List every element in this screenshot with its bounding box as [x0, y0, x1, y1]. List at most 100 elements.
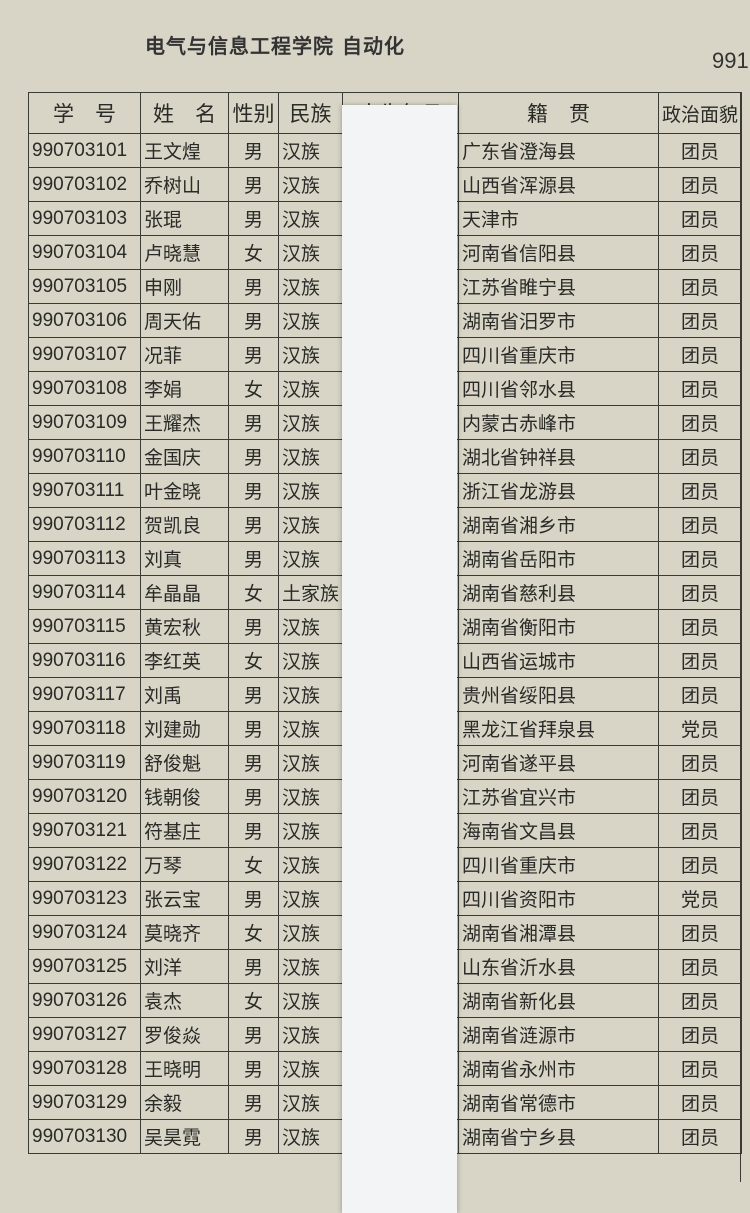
political-status-cell: 团员: [658, 133, 743, 168]
political-status-cell: 团员: [658, 541, 743, 576]
ethnicity-cell: 汉族: [277, 371, 344, 406]
student-id-cell: 990703121: [28, 813, 141, 848]
student-id-cell: 990703107: [28, 337, 141, 372]
ethnicity-cell: 汉族: [277, 167, 344, 202]
student-name-cell: 申刚: [140, 269, 229, 304]
column-header-name: 姓 名: [140, 92, 229, 134]
table-row: 990703105 申刚男汉族 江苏省睢宁县 团员: [28, 269, 743, 304]
student-id-cell: 990703106: [28, 303, 141, 338]
ethnicity-cell: 汉族: [277, 201, 344, 236]
native-place-cell: 四川省资阳市: [458, 881, 660, 916]
student-name-cell: 周天佑: [140, 303, 229, 338]
clipped-next-column: [740, 92, 750, 1182]
student-name-cell: 况菲: [140, 337, 229, 372]
gender-cell: 女: [228, 575, 279, 610]
ethnicity-cell: 土家族: [277, 575, 344, 610]
student-name-cell: 刘真: [140, 541, 229, 576]
political-status-cell: 团员: [658, 779, 743, 814]
student-id-cell: 990703105: [28, 269, 141, 304]
student-id-cell: 990703112: [28, 507, 141, 542]
ethnicity-cell: 汉族: [277, 915, 344, 950]
gender-cell: 女: [228, 983, 279, 1018]
political-status-cell: 团员: [658, 575, 743, 610]
native-place-cell: 贵州省绥阳县: [458, 677, 660, 712]
student-id-cell: 990703124: [28, 915, 141, 950]
political-status-cell: 团员: [658, 847, 743, 882]
native-place-cell: 湖南省衡阳市: [458, 609, 660, 644]
political-status-cell: 团员: [658, 949, 743, 984]
ethnicity-cell: 汉族: [277, 439, 344, 474]
gender-cell: 男: [228, 1119, 279, 1154]
student-name-cell: 牟晶晶: [140, 575, 229, 610]
student-id-cell: 990703111: [28, 473, 141, 508]
student-id-cell: 990703123: [28, 881, 141, 916]
native-place-cell: 四川省重庆市: [458, 847, 660, 882]
student-id-cell: 990703117: [28, 677, 141, 712]
political-status-cell: 团员: [658, 745, 743, 780]
student-id-cell: 990703128: [28, 1051, 141, 1086]
native-place-cell: 湖南省常德市: [458, 1085, 660, 1120]
gender-cell: 男: [228, 711, 279, 746]
student-name-cell: 舒俊魁: [140, 745, 229, 780]
gender-cell: 男: [228, 439, 279, 474]
political-status-cell: 团员: [658, 983, 743, 1018]
column-header-native-place: 籍 贯: [458, 92, 660, 134]
student-id-cell: 990703102: [28, 167, 141, 202]
political-status-cell: 团员: [658, 507, 743, 542]
student-id-cell: 990703130: [28, 1119, 141, 1154]
gender-cell: 女: [228, 847, 279, 882]
table-row: 990703108 李娟女汉族 四川省邻水县 团员: [28, 371, 743, 406]
ethnicity-cell: 汉族: [277, 473, 344, 508]
student-id-cell: 990703122: [28, 847, 141, 882]
column-header-student-id: 学 号: [28, 92, 141, 134]
native-place-cell: 浙江省龙游县: [458, 473, 660, 508]
native-place-cell: 湖北省钟祥县: [458, 439, 660, 474]
gender-cell: 男: [228, 1017, 279, 1052]
gender-cell: 男: [228, 609, 279, 644]
ethnicity-cell: 汉族: [277, 847, 344, 882]
student-id-cell: 990703116: [28, 643, 141, 678]
student-name-cell: 张琨: [140, 201, 229, 236]
gender-cell: 男: [228, 813, 279, 848]
ethnicity-cell: 汉族: [277, 1085, 344, 1120]
table-row: 990703130 吴昊霓男汉族 湖南省宁乡县 团员: [28, 1119, 743, 1154]
student-name-cell: 王文煌: [140, 133, 229, 168]
column-header-political-status: 政治面貌: [658, 92, 743, 134]
ethnicity-cell: 汉族: [277, 949, 344, 984]
political-status-cell: 团员: [658, 1017, 743, 1052]
page-header-title: 电气与信息工程学院 自动化: [145, 34, 405, 58]
gender-cell: 男: [228, 881, 279, 916]
student-name-cell: 余毅: [140, 1085, 229, 1120]
column-header-gender: 性别: [228, 92, 279, 134]
student-id-cell: 990703110: [28, 439, 141, 474]
ethnicity-cell: 汉族: [277, 541, 344, 576]
student-id-cell: 990703103: [28, 201, 141, 236]
student-name-cell: 刘建勋: [140, 711, 229, 746]
political-status-cell: 团员: [658, 201, 743, 236]
gender-cell: 男: [228, 133, 279, 168]
native-place-cell: 四川省邻水县: [458, 371, 660, 406]
political-status-cell: 团员: [658, 473, 743, 508]
student-id-cell: 990703113: [28, 541, 141, 576]
political-status-cell: 团员: [658, 167, 743, 202]
student-id-cell: 990703114: [28, 575, 141, 610]
gender-cell: 男: [228, 201, 279, 236]
political-status-cell: 党员: [658, 881, 743, 916]
ethnicity-cell: 汉族: [277, 507, 344, 542]
native-place-cell: 湖南省永州市: [458, 1051, 660, 1086]
native-place-cell: 湖南省岳阳市: [458, 541, 660, 576]
gender-cell: 男: [228, 745, 279, 780]
student-name-cell: 莫晓齐: [140, 915, 229, 950]
gender-cell: 男: [228, 779, 279, 814]
gender-cell: 男: [228, 1085, 279, 1120]
native-place-cell: 湖南省宁乡县: [458, 1119, 660, 1154]
ethnicity-cell: 汉族: [277, 303, 344, 338]
political-status-cell: 团员: [658, 439, 743, 474]
native-place-cell: 湖南省湘乡市: [458, 507, 660, 542]
student-id-cell: 990703118: [28, 711, 141, 746]
political-status-cell: 团员: [658, 813, 743, 848]
ethnicity-cell: 汉族: [277, 405, 344, 440]
table-row: 990703103 张琨男汉族 天津市 团员: [28, 201, 743, 236]
ethnicity-cell: 汉族: [277, 677, 344, 712]
native-place-cell: 河南省信阳县: [458, 235, 660, 270]
